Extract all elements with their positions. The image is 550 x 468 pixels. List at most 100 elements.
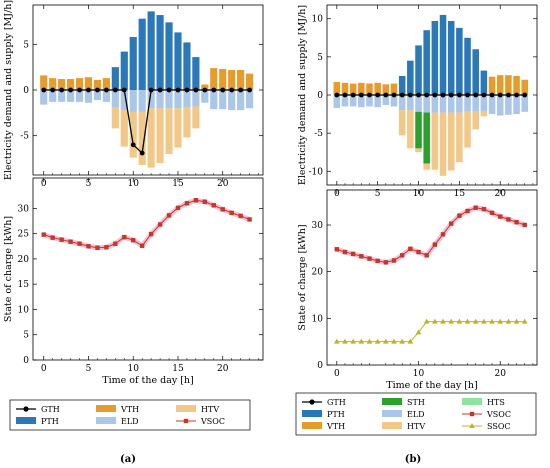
legend-marker-VSOC xyxy=(469,411,475,417)
point-GTH xyxy=(440,92,446,98)
x-tick-label: 5 xyxy=(375,189,381,199)
point-GTH xyxy=(506,92,511,98)
point-SSOC xyxy=(358,338,365,344)
point-GTH xyxy=(77,87,82,93)
bar-VTH xyxy=(505,75,512,95)
point-GTH xyxy=(175,87,181,93)
bar-VTH xyxy=(201,84,209,90)
y-axis-label: Electricity demand and supply [MJ/h] xyxy=(297,5,308,185)
x-axis-label: Time of the day [h] xyxy=(386,380,478,391)
point-VSOC xyxy=(473,205,478,210)
bar-PTH xyxy=(480,70,488,95)
legend-label-STH: STH xyxy=(407,398,425,407)
point-SSOC xyxy=(432,318,438,324)
bar-ELD xyxy=(390,95,398,107)
x-tick-label: 20 xyxy=(217,364,229,374)
point-VSOC xyxy=(350,251,356,257)
point-GTH xyxy=(220,87,226,93)
bar-HTV xyxy=(165,108,173,154)
bar-PTH xyxy=(129,36,137,90)
point-GTH xyxy=(238,87,244,93)
legend-swatch-ELD xyxy=(382,410,402,417)
point-GTH xyxy=(95,87,100,93)
point-VSOC xyxy=(41,232,46,237)
bar-PTH xyxy=(415,45,422,95)
legend-label-ELD: ELD xyxy=(121,417,139,426)
bar-VTH xyxy=(366,83,373,95)
point-GTH xyxy=(148,87,154,93)
point-SSOC xyxy=(383,338,389,344)
bar-HTV xyxy=(147,108,155,168)
point-VSOC xyxy=(440,232,446,237)
legend-label-VSOC: VSOC xyxy=(486,410,511,419)
point-GTH xyxy=(59,87,65,93)
y-axis-label: Electricity demand and supply [MJ/h] xyxy=(3,0,14,180)
point-VSOC xyxy=(175,205,181,211)
bar-ELD xyxy=(245,90,254,109)
point-VSOC xyxy=(449,221,454,226)
bar-PTH xyxy=(138,18,146,90)
bar-ELD xyxy=(237,90,245,111)
bar-ELD xyxy=(456,95,463,113)
bar-ELD xyxy=(488,95,496,115)
point-GTH xyxy=(86,87,91,93)
x-tick-label: 10 xyxy=(128,179,140,189)
panel-label-a: (a) xyxy=(120,454,136,465)
point-VSOC xyxy=(122,234,127,240)
point-GTH xyxy=(522,92,528,98)
legend-label-VSOC: VSOC xyxy=(200,417,225,426)
bar-ELD xyxy=(129,90,137,112)
plot-a-top: 0 5 10 15 20 -5 0 5 Electricity demand and suppl… xyxy=(3,0,264,189)
point-VSOC xyxy=(77,241,82,246)
point-VSOC xyxy=(367,256,372,261)
bar-VTH xyxy=(390,83,398,95)
axes-frame xyxy=(32,177,264,361)
y-tick-label: 5 xyxy=(317,53,323,63)
point-VSOC xyxy=(139,243,145,248)
bar-HTV xyxy=(415,148,422,153)
y-tick-label: 30 xyxy=(312,221,324,231)
bar-VTH xyxy=(513,75,520,95)
point-SSOC xyxy=(505,318,512,324)
bar-HTV xyxy=(120,110,128,147)
point-GTH xyxy=(375,92,381,98)
point-GTH xyxy=(448,92,454,98)
point-VSOC xyxy=(68,239,73,244)
bar-PTH xyxy=(192,57,200,90)
bar-ELD xyxy=(210,90,218,110)
y-tick-label: -5 xyxy=(20,132,29,142)
point-SSOC xyxy=(399,338,405,344)
legend-swatch-HTS xyxy=(462,398,482,405)
legend-marker-GTH xyxy=(23,406,29,412)
point-VSOC xyxy=(359,254,364,259)
legend-label-SSOC: SSOC xyxy=(487,422,511,431)
bar-ELD xyxy=(358,95,365,108)
point-SSOC xyxy=(489,318,495,324)
point-SSOC xyxy=(448,318,455,324)
bar-ELD xyxy=(93,90,102,101)
point-VSOC xyxy=(408,246,413,251)
bar-HTV xyxy=(129,111,137,158)
bar-PTH xyxy=(431,21,439,95)
y-axis-label: State of charge [kWh] xyxy=(297,224,308,330)
bar-ELD xyxy=(333,95,341,108)
legend-label-VTH: VTH xyxy=(326,422,345,431)
bar-VTH xyxy=(40,75,48,90)
point-GTH xyxy=(193,87,199,93)
bar-PTH xyxy=(183,42,191,90)
y-tick-label: 15 xyxy=(18,280,30,290)
legend-swatch-PTH xyxy=(16,417,36,424)
bar-PTH xyxy=(120,51,128,90)
bar-HTV xyxy=(192,106,200,129)
point-GTH xyxy=(211,87,217,93)
bar-VTH xyxy=(102,78,110,90)
bar-ELD xyxy=(58,90,66,102)
bar-HTV xyxy=(480,111,488,117)
bar-ELD xyxy=(407,95,414,111)
bar-ELD xyxy=(439,95,447,113)
bar-HTV xyxy=(174,108,182,148)
x-tick-label: 10 xyxy=(413,369,425,379)
x-tick-label: 0 xyxy=(334,369,340,379)
